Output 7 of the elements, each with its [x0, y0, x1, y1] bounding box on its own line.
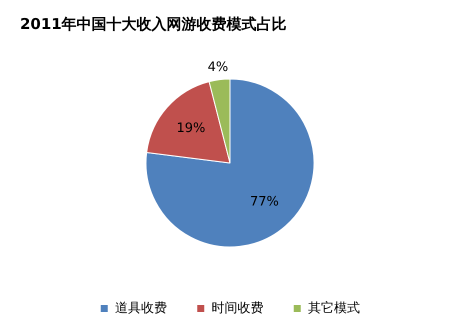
data-label: 19% [176, 120, 206, 136]
legend-label: 时间收费 [211, 300, 264, 316]
legend-label: 道具收费 [114, 300, 167, 316]
data-label: 77% [250, 194, 279, 210]
chart-title: 2011年中国十大收入网游收费模式占比 [20, 14, 287, 33]
legend-label: 其它模式 [308, 300, 360, 316]
data-label: 4% [208, 60, 228, 76]
